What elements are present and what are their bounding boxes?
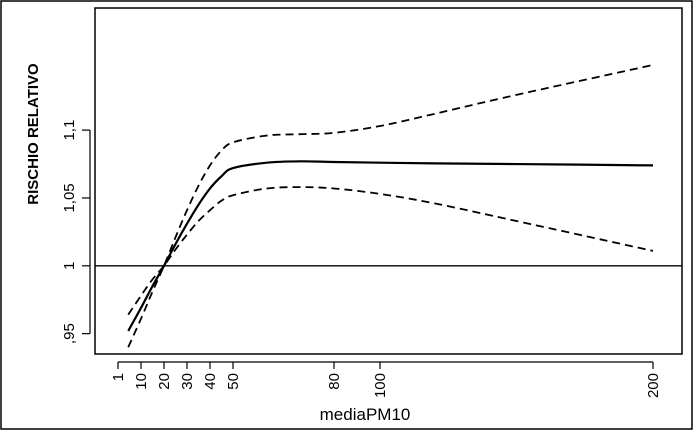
lower-ci-line [127,186,654,316]
x-tick-label: 10 [133,373,150,390]
y-tick-label: 1,1 [61,120,78,141]
x-tick-label: 50 [225,373,242,390]
x-tick-label: 1 [110,373,127,381]
upper-ci-line [127,64,654,348]
y-tick-label: 1 [61,262,78,270]
y-tick-label: 1,05 [61,183,78,212]
x-tick-label: 100 [372,373,389,398]
y-tick-label: ,95 [61,323,78,344]
plot-frame [94,7,683,355]
y-axis-label: RISCHIO RELATIVO [25,63,42,205]
x-tick-label: 80 [326,373,343,390]
y-axis: ,95 1 1,05 1,1 [61,120,91,344]
x-tick-label: 40 [202,373,219,390]
series-group [127,64,654,348]
x-tick-label: 30 [179,373,196,390]
x-tick-label: 200 [645,373,662,398]
x-tick-label: 20 [156,373,173,390]
x-axis: 1 10 20 30 40 50 80 100 200 [110,361,662,398]
risk-estimate-line [127,160,654,332]
x-axis-label: mediaPM10 [320,405,411,424]
